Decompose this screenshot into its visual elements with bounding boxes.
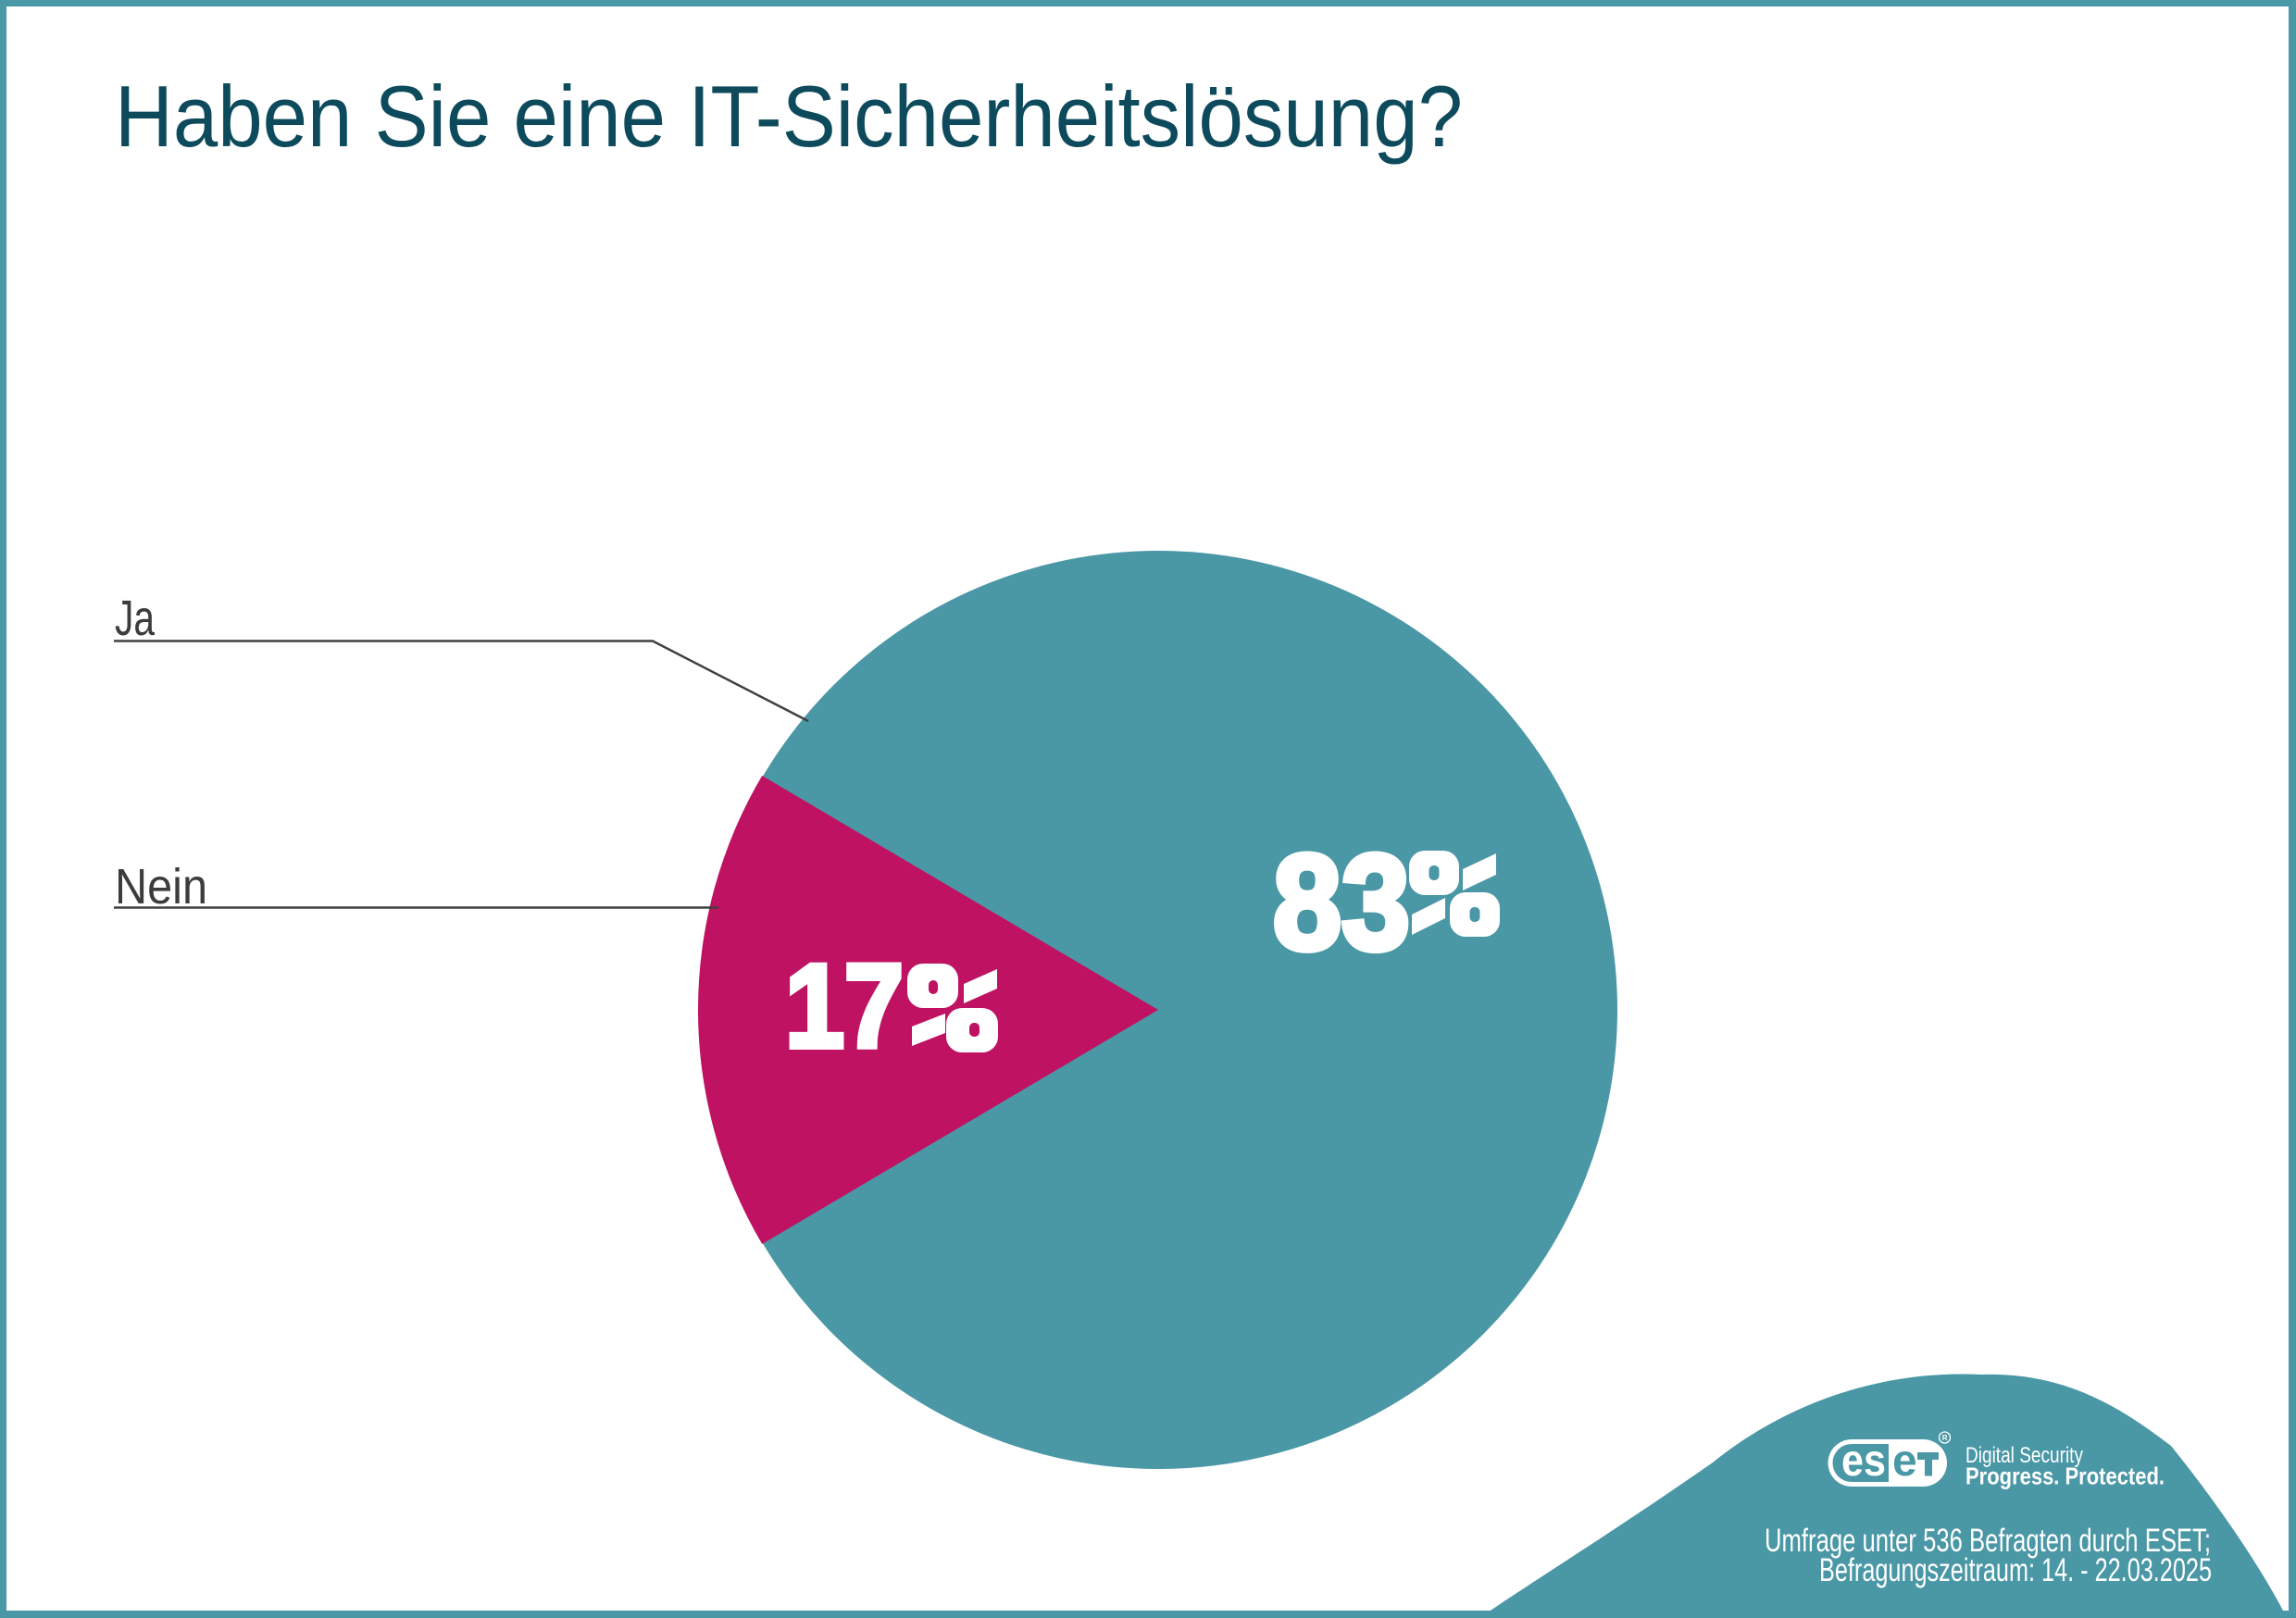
svg-text:es: es [1841,1437,1886,1486]
svg-text:R: R [1942,1434,1948,1442]
svg-text:e: e [1892,1437,1917,1486]
svg-text:Haben Sie eine IT-Sicherheitsl: Haben Sie eine IT-Sicherheitslösung? [115,68,1463,165]
svg-text:Progress. Protected.: Progress. Protected. [1965,1462,2165,1490]
svg-text:Befragungszeitraum: 14. - 22.0: Befragungszeitraum: 14. - 22.03.2025 [1819,1552,2212,1588]
svg-text:Ja: Ja [115,591,156,646]
svg-text:Digital Security: Digital Security [1965,1443,2083,1468]
svg-text:83: 83 [1273,827,1410,977]
svg-text:Nein: Nein [115,859,207,915]
svg-text:Umfrage unter 536 Befragten du: Umfrage unter 536 Befragten durch ESET; [1765,1523,2211,1559]
svg-text:17: 17 [785,940,904,1073]
